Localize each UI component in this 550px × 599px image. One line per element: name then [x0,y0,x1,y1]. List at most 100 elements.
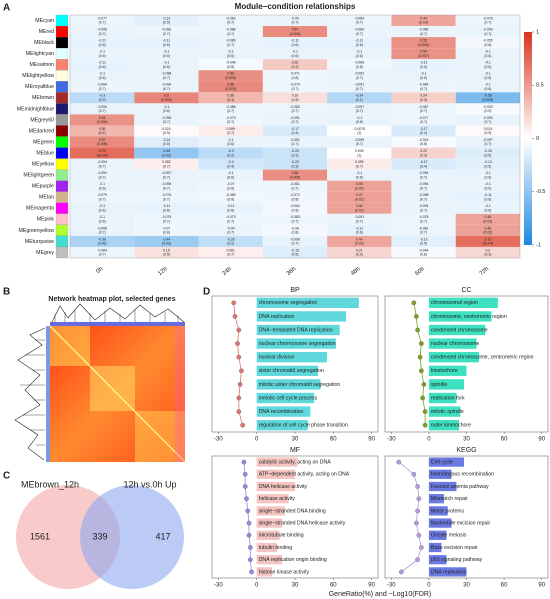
cell-value: -0.083 [290,105,300,109]
heatmap-cell [134,136,199,148]
fdr-line [243,462,252,572]
cell-value: 0.57 [292,27,299,31]
category-label: kinetochore [431,368,458,374]
heatmap-cell [327,92,392,104]
cell-value: -0.077 [419,116,429,120]
bar [256,506,285,516]
cell-value: -0.1 [99,215,105,219]
heatmap-cell [455,125,520,137]
category-label: Cell cycle [431,459,453,465]
cell-pvalue: (0.6) [484,186,491,190]
cell-pvalue: (0.8) [292,197,299,201]
cell-value: -0.1 [485,61,491,65]
row-label: MEdarkred [29,128,54,134]
cell-value: -0.11 [291,39,299,43]
bar [428,530,447,540]
module-swatch [55,180,69,192]
cell-pvalue: (0.7) [420,87,427,91]
cell-value: 0.21 [356,248,363,252]
cell-value: -0.28 [227,237,235,241]
heatmap-cell [198,103,263,115]
cell-value: -0.098 [290,237,300,241]
cell-pvalue: (0.7) [163,164,170,168]
bar [256,542,278,553]
cell-pvalue: (0.3) [420,153,427,157]
cell-pvalue: (0.7) [163,220,170,224]
bar [256,518,283,528]
row-label: MEturquoise [25,239,54,245]
category-label: mitotic spindle [431,409,464,415]
row-label: MEmagenta [26,206,54,212]
cell-pvalue: (0.7) [227,120,234,124]
cell-value: 0.099 [355,160,364,164]
bar [256,324,340,336]
cell-value: -0.14 [163,138,171,142]
plot-frame [384,455,549,579]
row-label: MEpink [37,217,55,223]
cell-pvalue: (0.4) [420,164,427,168]
fdr-point [247,545,253,550]
column-label: 48h [350,266,362,277]
fdr-point [241,459,247,465]
category-label: Oocyte meiosis [431,533,467,539]
cell-pvalue: (0.7) [99,175,106,179]
heatmap-cell [198,235,263,247]
cell-pvalue: (0.6) [484,197,491,201]
cell-pvalue: (0.6) [227,54,234,58]
heatmap-cell [262,114,328,126]
cell-value: -0.11 [227,204,235,208]
heatmap-cell [134,235,199,247]
heatmap-cell [70,70,135,82]
heatmap-cell [262,59,328,71]
heatmap-cell [134,37,199,49]
column-label: 72h [479,266,491,277]
cell-pvalue: (0.7) [420,208,427,212]
venn-set-label: 12h vs.0h Up [123,479,176,489]
heatmap-cell [327,246,392,258]
cell-pvalue: (0.6) [356,231,363,235]
heatmap-cell [327,169,392,181]
cell-pvalue: (0.7) [99,253,106,257]
cell-pvalue: (0.03) [483,220,492,224]
cell-pvalue: (0.06) [98,242,107,246]
heatmap-cell [70,202,135,214]
heatmap-cell [262,15,328,27]
cell-value: -0.033 [483,105,493,109]
module-swatch [55,191,69,203]
cell-pvalue: (0.006) [418,43,429,47]
cell-value: -0.055 [483,39,493,43]
cell-value: -0.07 [227,182,235,186]
cell-pvalue: (0.7) [163,76,170,80]
cell-pvalue: (0.7) [99,21,106,25]
fdr-point [242,471,248,477]
column-label: 0h [95,266,104,275]
heatmap-cell [391,125,456,137]
heatmap-cell [455,213,520,225]
cell-value: -0.083 [290,215,300,219]
heatmap-cell [134,114,199,126]
cell-value: -0.076 [483,16,493,20]
cell-pvalue: (0.2) [292,65,299,69]
cell-value: -0.13 [163,16,171,20]
row-label: MEcyan [35,18,54,24]
cell-value: 0.54 [99,116,106,120]
cell-value: -0.092 [354,72,364,76]
cell-pvalue: (0.5) [163,142,170,146]
cell-pvalue: (0.7) [420,120,427,124]
cell-value: 0.45 [485,215,492,219]
heatmap-cell [198,125,263,137]
cell-value: -0.075 [162,215,172,219]
fdr-point [240,422,245,428]
cell-value: -0.074 [290,83,300,87]
cell-pvalue: (0.7) [420,109,427,113]
column-label: 60h [414,266,426,277]
fdr-point [239,368,244,374]
heatmap-cell [198,70,263,82]
cell-pvalue: (0.7) [420,231,427,235]
category-label: nuclear chromosome segregation [259,341,336,347]
fdr-point [247,557,253,563]
cell-value: -0.064 [290,204,300,208]
category-label: histone kinase activity [259,569,310,575]
x-tick-label: 90 [368,437,375,443]
heatmap-cell [70,81,135,93]
